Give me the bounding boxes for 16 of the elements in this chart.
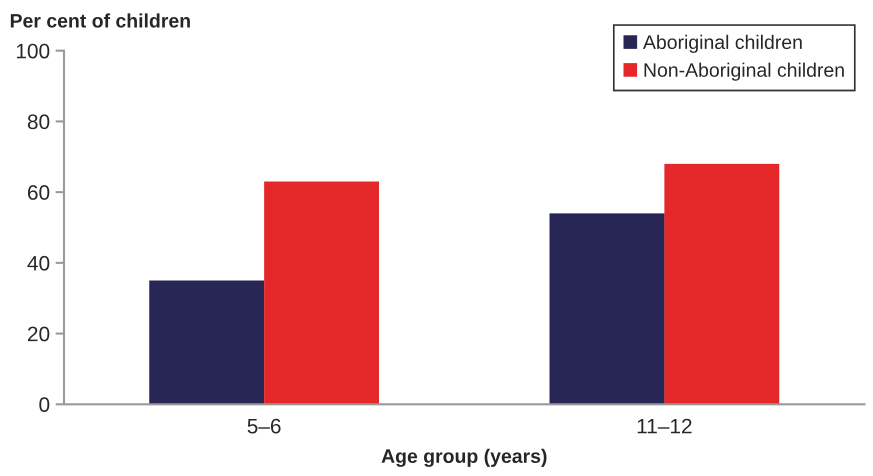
x-tick-label: 5–6: [248, 418, 281, 434]
y-tick-label: 100: [16, 44, 50, 58]
y-tick-label: 60: [28, 185, 50, 200]
y-tick-label: 80: [28, 114, 50, 130]
bar: [664, 164, 780, 404]
x-axis-title: Age group (years): [382, 448, 546, 467]
legend-label: Non-Aboriginal children: [644, 62, 844, 81]
y-tick-label: 20: [28, 326, 50, 342]
y-tick-label: 0: [39, 397, 50, 412]
y-axis-title: Per cent of children: [10, 13, 190, 28]
legend-label: Aboriginal children: [642, 34, 802, 53]
bar: [149, 280, 264, 404]
x-tick-label: 11–12: [638, 418, 692, 434]
bar: [264, 182, 379, 404]
y-tick-label: 40: [27, 256, 50, 271]
bar: [550, 213, 664, 404]
